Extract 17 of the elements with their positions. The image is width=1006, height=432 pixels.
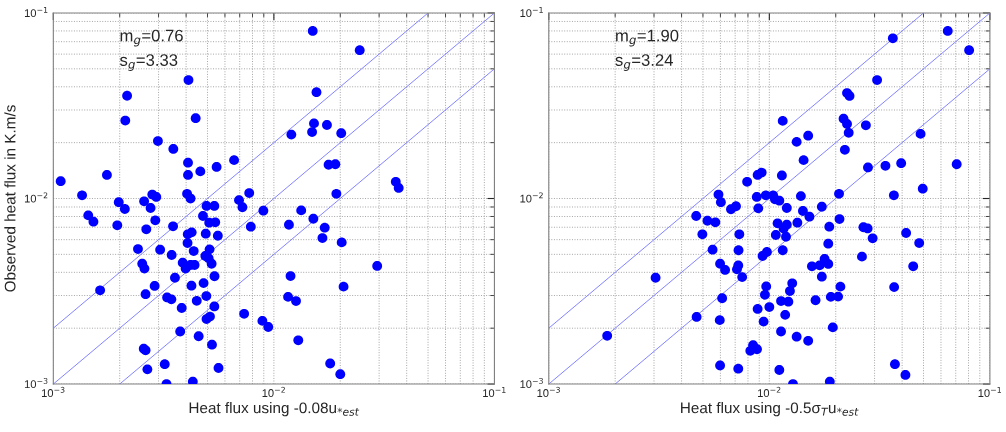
x-tick-label: 10$^{−2}$ — [262, 386, 285, 397]
x-tick-label: 10$^{−1}$ — [978, 386, 1001, 397]
x-tick-label: 10$^{−3}$ — [42, 386, 65, 397]
y-tick-label: 10$^{−1}$ — [520, 6, 543, 18]
y-tick-label: 10$^{−2}$ — [24, 192, 48, 203]
x-axis-title: Heat flux using -0.08u$_{*est}$ — [189, 402, 360, 417]
y-tick-label: 10$^{−3}$ — [24, 377, 48, 389]
y-tick-label: 10$^{−1}$ — [24, 6, 48, 18]
y-tick-label: 10$^{−2}$ — [520, 192, 543, 203]
x-tick-label: 10$^{−1}$ — [483, 386, 506, 397]
text: m$_{g}$=0.76 s$_{g}$=3.33 — [119, 29, 183, 71]
y-axis-title: Observed heat flux in K.m/s — [4, 105, 16, 292]
x-tick-label: 10$^{−3}$ — [537, 386, 560, 397]
x-tick-label: 10$^{−2}$ — [758, 386, 781, 397]
y-tick-label: 10$^{−3}$ — [520, 377, 543, 389]
text: m$_{g}$=1.90 s$_{g}$=3.24 — [615, 29, 679, 71]
x-axis-title: Heat flux using -0.5σ$_{T}$u$_{*est}$ — [681, 402, 859, 417]
